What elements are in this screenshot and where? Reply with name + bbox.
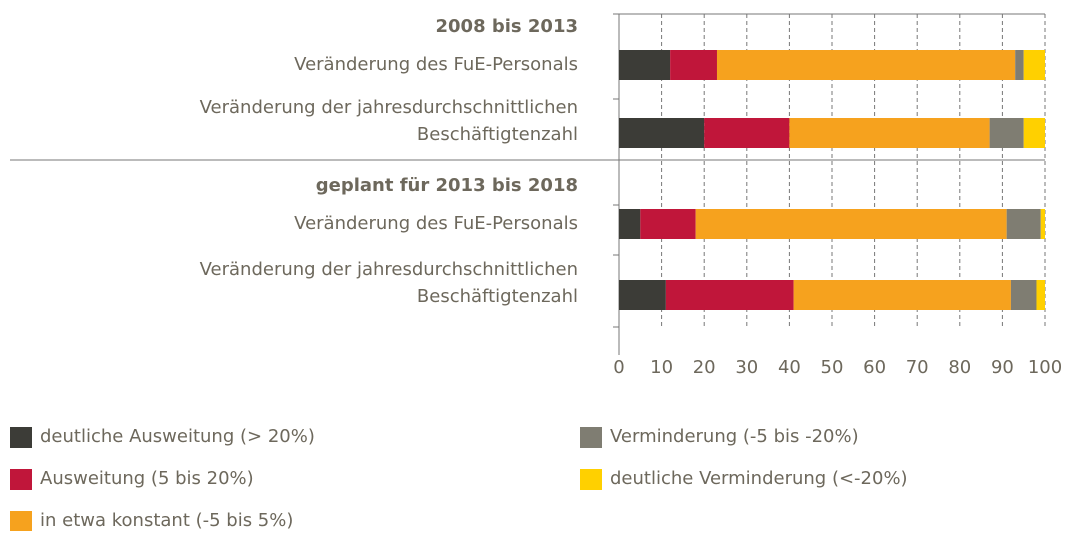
x-tick-label: 50 — [821, 357, 844, 378]
bar-segment — [670, 50, 717, 80]
x-tick-label: 100 — [1028, 357, 1062, 378]
x-tick-label: 0 — [613, 357, 624, 378]
x-tick-label: 20 — [693, 357, 716, 378]
bar-segment — [716, 50, 1016, 80]
legend-label: in etwa konstant (-5 bis 5%) — [40, 510, 293, 531]
label-line: Beschäftigtenzahl — [417, 124, 578, 145]
category-label: Veränderung der jahresdurchschnittlichen… — [200, 259, 578, 307]
legend-swatch — [10, 469, 32, 490]
bar-segment — [619, 209, 641, 239]
label-line: Beschäftigtenzahl — [417, 286, 578, 307]
bar-segment — [619, 118, 705, 148]
bar-segment — [1036, 280, 1045, 310]
category-label: Veränderung des FuE-Personals — [294, 213, 578, 234]
x-tick-label: 40 — [778, 357, 801, 378]
x-tick-label: 30 — [735, 357, 758, 378]
bar-segment — [619, 50, 671, 80]
bar-segment — [619, 280, 666, 310]
bar-segment — [695, 209, 1007, 239]
category-label: Veränderung der jahresdurchschnittlichen… — [200, 97, 578, 145]
bar-segment — [1006, 209, 1041, 239]
legend-swatch — [580, 427, 602, 448]
bar-segment — [640, 209, 696, 239]
group-header: 2008 bis 2013 — [436, 16, 579, 37]
legend-swatch — [10, 511, 32, 532]
x-tick-label: 60 — [863, 357, 886, 378]
bar-segment — [665, 280, 794, 310]
x-tick-label: 80 — [948, 357, 971, 378]
legend-label: Ausweitung (5 bis 20%) — [40, 468, 254, 489]
bar-segment — [1023, 50, 1045, 80]
category-label: Veränderung des FuE-Personals — [294, 54, 578, 75]
x-tick-label: 70 — [906, 357, 929, 378]
bar-segment — [704, 118, 790, 148]
x-tick-label: 10 — [650, 357, 673, 378]
bar-segment — [989, 118, 1024, 148]
legend-label: Verminderung (-5 bis -20%) — [610, 426, 859, 447]
group-header: geplant für 2013 bis 2018 — [316, 175, 578, 196]
legend-swatch — [10, 427, 32, 448]
bar-segment — [1040, 209, 1045, 239]
legend-label: deutliche Ausweitung (> 20%) — [40, 426, 315, 447]
bar-segment — [1015, 50, 1024, 80]
bar-segment — [1023, 118, 1045, 148]
label-line: Veränderung der jahresdurchschnittlichen — [200, 259, 578, 280]
legend-swatch — [580, 469, 602, 490]
bar-segment — [793, 280, 1011, 310]
bar-segment — [789, 118, 990, 148]
legend-label: deutliche Verminderung (<-20%) — [610, 468, 908, 489]
x-tick-label: 90 — [991, 357, 1014, 378]
label-line: Veränderung der jahresdurchschnittlichen — [200, 97, 578, 118]
bar-segment — [1010, 280, 1037, 310]
